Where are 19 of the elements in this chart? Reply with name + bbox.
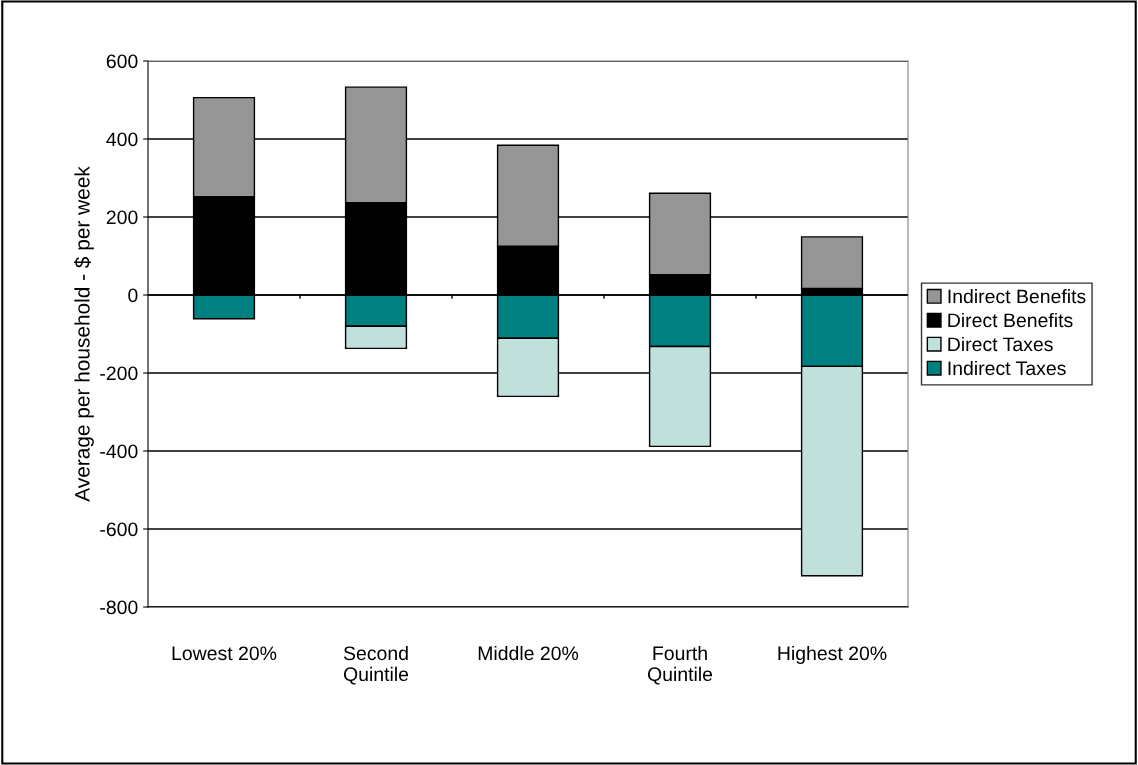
y-axis-title: Average per household - $ per week	[74, 166, 94, 502]
y-tick-label: 400	[106, 132, 138, 147]
x-tick-label: Middle 20%	[478, 645, 579, 661]
y-tick-label: -800	[100, 600, 138, 615]
y-tick-label: 600	[106, 54, 138, 69]
x-tick-label: Highest 20%	[778, 645, 887, 665]
legend-label: Direct Benefits	[948, 312, 1073, 328]
y-tick-label: -200	[100, 366, 138, 381]
y-tick-label: -400	[100, 444, 138, 459]
legend-label: Indirect Benefits	[948, 289, 1086, 304]
y-tick-label: 200	[106, 210, 138, 225]
legend-label: Direct Taxes	[948, 336, 1053, 352]
legend-label: Indirect Taxes	[948, 360, 1066, 376]
x-tick-label: Second Quintile	[343, 645, 409, 685]
bar	[800, 236, 864, 290]
x-tick-label: Lowest 20%	[172, 646, 277, 661]
y-tick-label: -600	[100, 522, 138, 537]
x-tick-label: Fourth Quintile	[647, 645, 713, 685]
y-tick-label: 0	[128, 288, 138, 303]
